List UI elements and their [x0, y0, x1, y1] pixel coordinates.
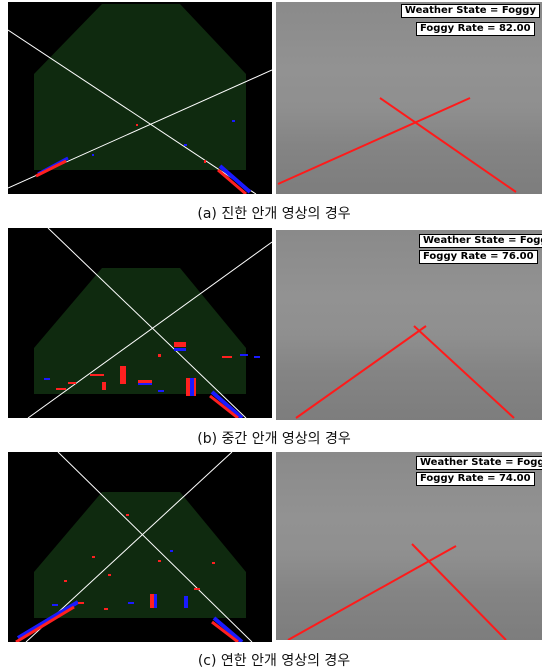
edge-map-a: [8, 2, 272, 194]
detected-lane-line: [277, 97, 471, 185]
weather-state-label: Weather State = Foggy: [416, 456, 542, 470]
detected-lane-line: [287, 545, 457, 640]
fog-image-a: Weather State = Foggy Foggy Rate = 82.00: [276, 2, 542, 194]
row-a: Weather State = Foggy Foggy Rate = 82.00…: [0, 0, 548, 228]
weather-state-label: Weather State = Foggy: [400, 4, 540, 18]
foggy-rate-label: Foggy Rate = 74.00: [416, 472, 535, 486]
edge-map-c: [8, 452, 272, 642]
edge-map-b: [8, 228, 272, 418]
detected-lane-line: [413, 325, 515, 419]
foggy-rate-label: Foggy Rate = 82.00: [416, 22, 535, 36]
lane-guide-line: [57, 452, 253, 642]
caption-b: (b) 중간 안개 영상의 경우: [197, 431, 351, 447]
lane-guide-line: [8, 29, 257, 194]
lane-guide-line: [47, 228, 247, 418]
edge-pixels: [44, 342, 260, 418]
row-c: Weather State = Foggy Foggy Rate = 74.00…: [0, 452, 548, 671]
foggy-rate-label: Foggy Rate = 76.00: [419, 250, 538, 264]
detected-lane-line: [379, 97, 517, 193]
fog-image-c: Weather State = Foggy Foggy Rate = 74.00: [276, 452, 542, 640]
fog-image-b: Weather State = Foggy Foggy Rate = 76.00: [276, 230, 542, 420]
roi-region: [34, 268, 246, 394]
row-b: Weather State = Foggy Foggy Rate = 76.00…: [0, 228, 548, 452]
roi-region: [34, 4, 246, 170]
lane-guide-line: [27, 241, 272, 418]
edge-pixels: [35, 120, 252, 194]
caption-a: (a) 진한 안개 영상의 경우: [197, 206, 351, 222]
roi-region: [34, 492, 246, 618]
weather-state-label: Weather State = Foggy: [419, 234, 542, 248]
detected-lane-line: [295, 325, 427, 419]
detected-lane-line: [411, 543, 507, 640]
edge-pixels: [15, 514, 244, 642]
caption-c: (c) 연한 안개 영상의 경우: [197, 653, 351, 669]
